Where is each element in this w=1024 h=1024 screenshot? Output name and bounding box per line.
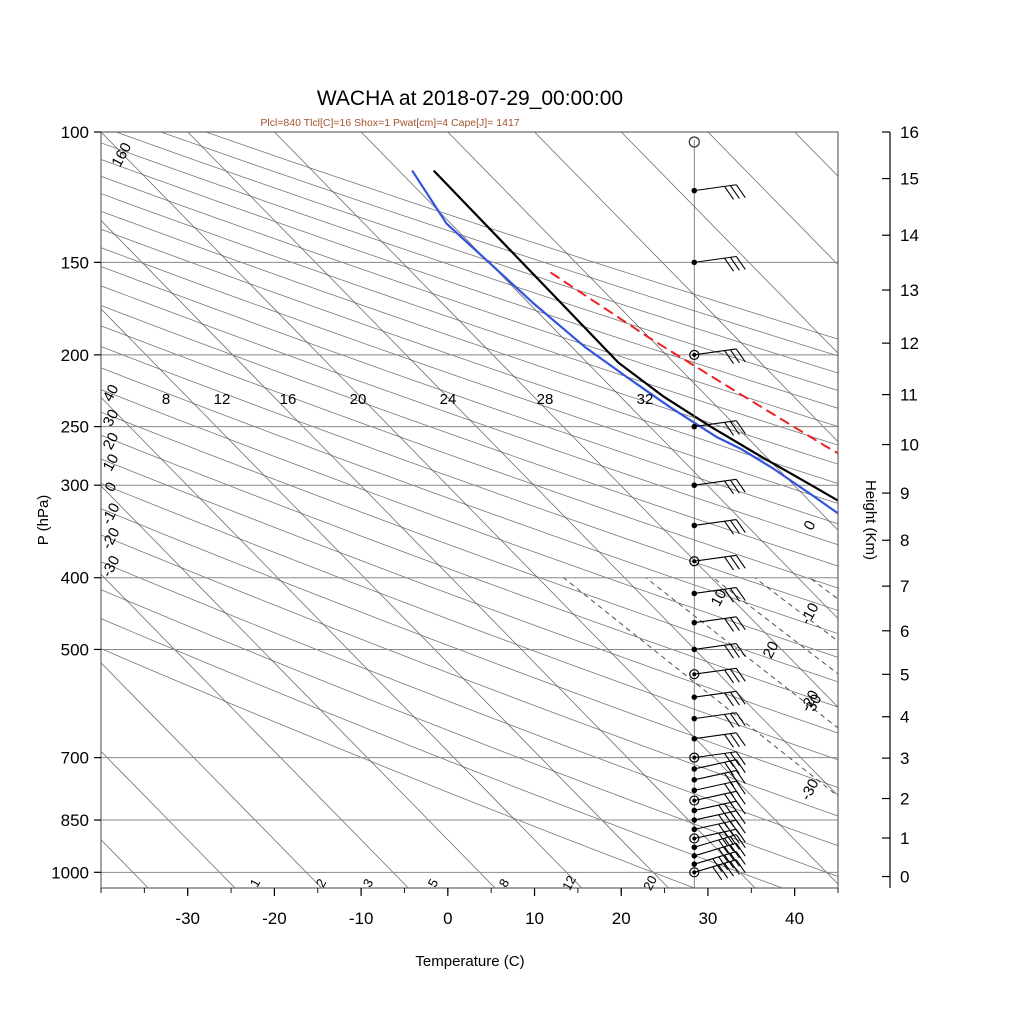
plot-annotation: 40 <box>100 382 123 405</box>
plot-annotation: 16 <box>280 391 297 408</box>
plot-annotation: 32 <box>637 391 654 408</box>
plot-annotation: 8 <box>162 391 170 408</box>
tick-label: 850 <box>61 811 89 830</box>
wind-barb <box>694 712 746 728</box>
tick-label: 8 <box>900 531 909 550</box>
wind-barb <box>694 859 746 881</box>
tick-label: 6 <box>900 622 909 641</box>
tick-label: -10 <box>349 909 374 928</box>
tick-label: 250 <box>61 418 89 437</box>
plot-annotation: 24 <box>440 391 457 408</box>
tick-label: 300 <box>61 476 89 495</box>
wind-barb <box>694 586 746 603</box>
tick-label: 100 <box>61 123 89 142</box>
tick-label: 3 <box>900 749 909 768</box>
skew-background-lines <box>101 132 838 888</box>
tick-label: 150 <box>61 253 89 272</box>
wind-barb <box>694 348 746 364</box>
tick-label: 40 <box>785 909 804 928</box>
tick-label: 700 <box>61 749 89 768</box>
wind-barb <box>694 478 746 495</box>
tick-label: 10 <box>900 436 919 455</box>
plot-annotation: 28 <box>537 391 554 408</box>
plot-frame <box>100 131 839 889</box>
plot-annotation: 20 <box>100 430 123 453</box>
tick-label: 500 <box>61 640 89 659</box>
plot-annotation: -20 <box>98 525 123 552</box>
y2-axis-label: Height (Km) <box>862 480 879 560</box>
plot-annotation: 10 <box>708 587 731 610</box>
page-title: WACHA at 2018-07-29_00:00:00 <box>317 87 623 110</box>
plot-annotation: 12 <box>214 391 231 408</box>
tick-label: 10 <box>525 909 544 928</box>
tick-label: 9 <box>900 484 909 503</box>
plot-annotation: 20 <box>760 639 783 662</box>
plot-annotation: -10 <box>98 500 123 527</box>
wind-barb <box>694 616 746 632</box>
pressure-gridlines <box>101 132 838 873</box>
plot-annotation: 0 <box>102 479 121 494</box>
wind-barb <box>694 519 746 535</box>
wind-barb <box>694 690 746 707</box>
plot-annotation: 30 <box>803 692 826 715</box>
tick-label: 2 <box>900 790 909 809</box>
wind-barb <box>694 184 746 200</box>
wind-barb <box>694 780 746 798</box>
plot-annotation: 12 <box>559 873 579 893</box>
tick-label: 13 <box>900 281 919 300</box>
subtitle-stats: Plcl=840 Tlcl[C]=16 Shox=1 Pwat[cm]=4 Ca… <box>260 117 519 129</box>
plot-annotation: 20 <box>350 391 367 408</box>
tick-label: 7 <box>900 577 909 596</box>
trace-parcel-path <box>550 271 838 455</box>
tick-label: 30 <box>698 909 717 928</box>
tick-label: 16 <box>900 123 919 142</box>
plot-annotation: 20 <box>640 873 660 893</box>
tick-label: 1 <box>900 829 909 848</box>
wind-barb <box>694 554 746 571</box>
plot-annotation: 0 <box>801 518 820 533</box>
tick-label: 1000 <box>51 863 89 882</box>
wind-barb <box>694 770 746 787</box>
plot-annotation: 10 <box>100 451 123 474</box>
wind-barb <box>694 834 746 854</box>
y-axis-label: P (hPa) <box>35 495 52 546</box>
tick-label: 4 <box>900 708 909 727</box>
tick-label: 5 <box>900 665 909 684</box>
plot-annotation: 160 <box>108 140 135 170</box>
plot-annotation: 30 <box>100 407 123 430</box>
tick-label: 14 <box>900 226 919 245</box>
sounding-traces <box>411 170 838 515</box>
tick-label: 0 <box>900 868 909 887</box>
x-axis-label: Temperature (C) <box>415 953 524 970</box>
tick-label: 12 <box>900 334 919 353</box>
tick-label: 11 <box>900 386 918 405</box>
tick-label: 15 <box>900 170 919 189</box>
tick-label: 200 <box>61 346 89 365</box>
tick-label: 0 <box>443 909 452 928</box>
wind-barb-column <box>688 136 746 888</box>
wind-barb <box>694 643 746 659</box>
tick-label: 400 <box>61 569 89 588</box>
tick-label: 20 <box>612 909 631 928</box>
plot-annotation: -30 <box>797 776 822 803</box>
wind-barb <box>694 732 746 748</box>
trace-dewpoint <box>411 170 838 515</box>
wind-barb <box>694 828 746 847</box>
wind-barb <box>694 667 746 684</box>
tick-label: -20 <box>262 909 287 928</box>
wind-barb <box>694 751 746 767</box>
wind-barb <box>694 255 746 272</box>
wind-barb <box>694 420 746 436</box>
tick-label: -30 <box>175 909 200 928</box>
trace-temperature <box>433 170 838 502</box>
